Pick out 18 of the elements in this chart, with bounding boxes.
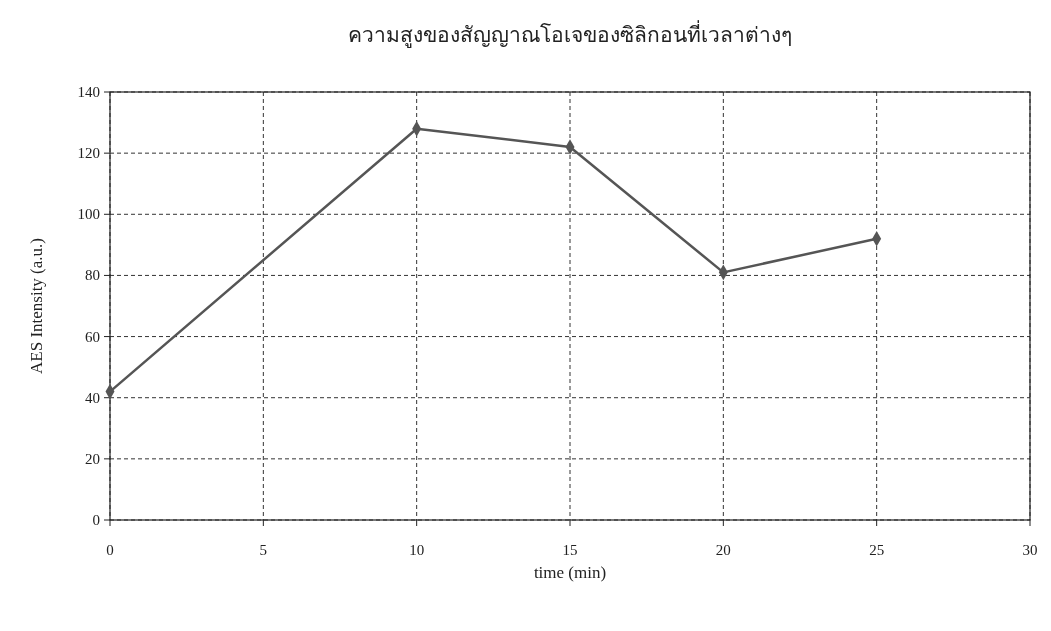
y-tick-label: 0 [92,512,100,528]
x-tick-label: 30 [1022,542,1038,558]
x-tick-label: 15 [562,542,578,558]
x-tick-label: 25 [869,542,885,558]
x-tick-label: 5 [259,542,268,558]
y-tick-label: 20 [85,450,100,467]
chart-title: ความสูงของสัญญาณโอเจของซิลิกอนที่เวลาต่างๆ [348,20,792,48]
y-tick-label: 80 [85,267,100,284]
y-tick-label: 140 [77,84,100,100]
x-tick-label: 0 [106,542,114,558]
y-tick-label: 40 [85,389,100,406]
y-tick-label: 120 [77,145,100,162]
x-axis-title: time (min) [533,563,607,582]
y-tick-label: 100 [77,206,100,223]
x-tick-label: 10 [409,542,425,558]
x-tick-label: 20 [715,542,731,558]
y-axis-title: AES Intensity (a.u.) [27,238,46,374]
y-tick-label: 60 [85,328,100,345]
